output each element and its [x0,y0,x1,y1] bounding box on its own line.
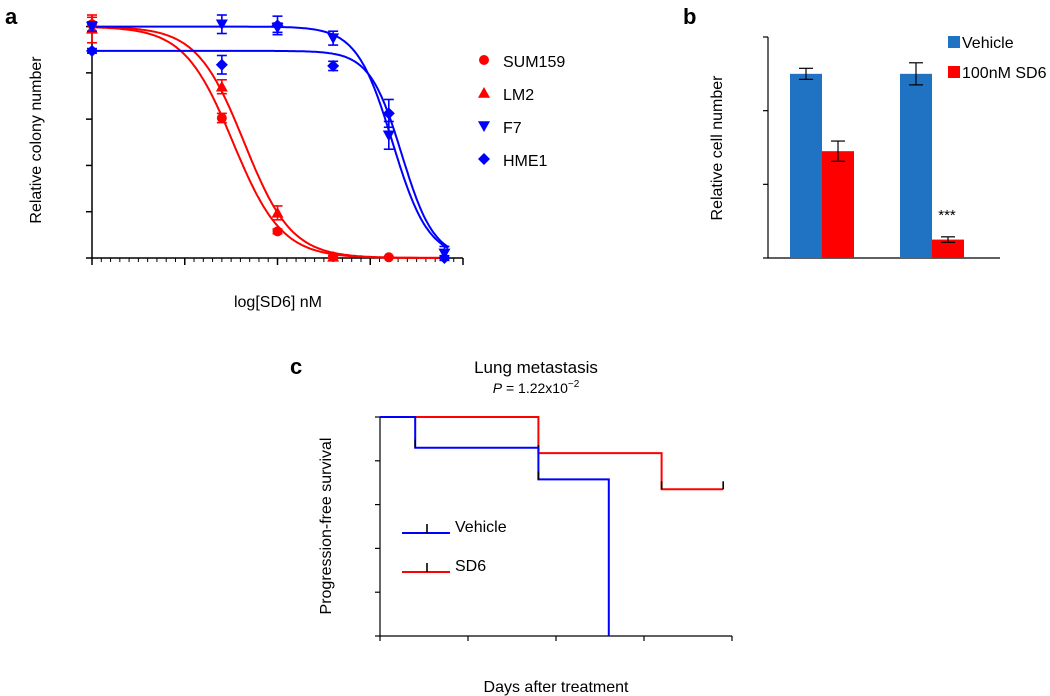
panel-c-legend: Vehicle SD6 [402,519,507,575]
data-point-f7 [327,33,340,45]
data-point-lm2 [215,80,228,92]
survival-line-sd6 [380,416,724,491]
legend-vehicle-km: Vehicle [455,519,507,536]
data-point-f7 [382,130,395,142]
bar-100nm-sd6 [932,239,964,258]
panel-b: b Relative cell number *** Vehicle 100nM… [683,4,1047,259]
data-point-hme1 [271,19,284,32]
legend-marker-lm2 [478,87,490,98]
data-point-f7 [215,19,228,31]
data-point-hme1 [382,107,395,120]
panel-c: c Lung metastasis P = 1.22x10−2 Days aft… [290,354,733,696]
data-point-lm2 [327,250,340,262]
panel-c-ylabel: Progression-free survival [318,438,335,615]
panel-a-fit-curves [91,25,449,259]
panel-c-title: Lung metastasis [474,358,598,377]
panel-b-legend: Vehicle 100nM SD6 [948,35,1047,82]
data-point-hme1 [438,252,451,264]
panel-b-bars [790,62,964,258]
legend-marker-sum159 [479,55,489,65]
panel-b-label: b [683,4,696,29]
legend-vehicle-swatch [948,36,960,48]
panel-a-ylabel: Relative colony number [28,56,45,224]
panel-c-label: c [290,354,302,379]
data-point-sum159 [383,252,394,263]
legend-hme1: HME1 [503,153,548,170]
data-point-sum159 [216,112,227,123]
legend-f7: F7 [503,120,522,137]
panel-c-axes [375,416,733,641]
panel-c-xlabel: Days after treatment [484,679,630,696]
bar-vehicle [900,73,932,258]
panel-b-significance: *** [938,207,956,224]
legend-100nm-sd6: 100nM SD6 [962,65,1047,82]
panel-b-ylabel: Relative cell number [709,75,726,221]
panel-a-legend: SUM159 LM2 F7 HME1 [478,54,565,170]
panel-c-survival-curves [380,416,725,636]
data-point-lm2 [271,206,284,218]
legend-sd6-swatch [948,66,960,78]
bar-100nm-sd6 [822,151,854,258]
panel-a-xlabel: log[SD6] nM [234,294,322,311]
data-point-hme1 [215,58,228,71]
legend-marker-f7 [478,121,490,132]
data-point-hme1 [86,44,98,57]
legend-sd6-km: SD6 [455,558,486,575]
bar-vehicle [790,73,822,258]
fit-curve-sum159 [92,26,449,259]
survival-line-vehicle [380,416,610,636]
panel-a-data-points [86,14,451,264]
fit-curve-lm2 [91,25,449,259]
legend-marker-hme1 [478,153,490,165]
panel-a: a log[SD6] nM Relative colony number SUM… [5,4,565,311]
legend-vehicle: Vehicle [962,35,1014,52]
data-point-hme1 [327,59,340,72]
data-point-f7 [86,21,98,33]
panel-a-label: a [5,4,18,29]
legend-lm2: LM2 [503,87,534,104]
data-point-sum159 [272,226,283,237]
panel-c-subtitle: P = 1.22x10−2 [493,379,580,396]
legend-sum159: SUM159 [503,54,565,71]
